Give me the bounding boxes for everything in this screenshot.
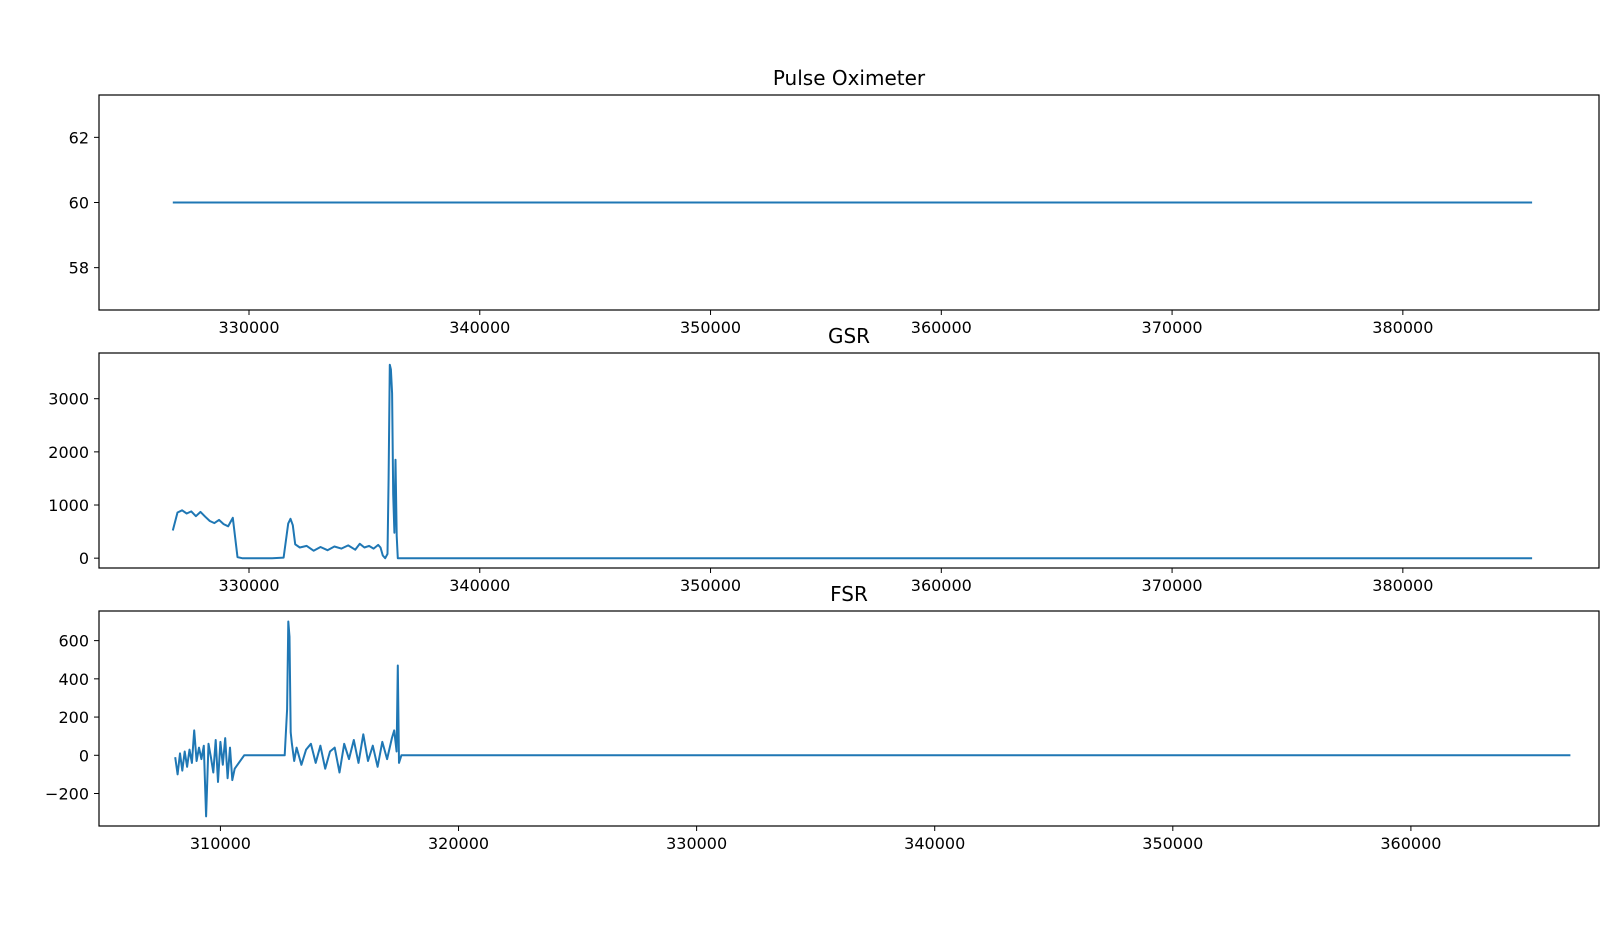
x-tick-label: 360000: [911, 576, 972, 595]
plot-line-layer: [174, 620, 1571, 818]
x-axis: 310000 320000 330000 340000 350000 360000: [190, 826, 1441, 853]
x-tick-label: 380000: [1372, 318, 1433, 337]
x-tick-label: 360000: [1380, 834, 1441, 853]
x-tick-label: 330000: [666, 834, 727, 853]
x-tick-label: 340000: [449, 318, 510, 337]
x-tick-label: 370000: [1142, 576, 1203, 595]
x-tick-label: 350000: [680, 576, 741, 595]
y-axis: 0 1000 2000 3000: [48, 390, 99, 568]
y-tick-label: 200: [58, 708, 89, 727]
x-tick-label: 350000: [1142, 834, 1203, 853]
y-tick-label: 60: [69, 194, 89, 213]
y-tick-label: 600: [58, 632, 89, 651]
x-axis: 330000 340000 350000 360000 370000 380000: [218, 310, 1433, 337]
panel-title: Pulse Oximeter: [773, 66, 926, 90]
x-tick-label: 380000: [1372, 576, 1433, 595]
x-tick-label: 350000: [680, 318, 741, 337]
x-tick-label: 330000: [218, 576, 279, 595]
plot-frame: [98, 352, 1600, 569]
panel-gsr: GSR 330000 340000 350000 360000 370000 380000…: [48, 324, 1600, 595]
y-axis: −200 0 200 400 600: [45, 632, 99, 804]
x-tick-label: 330000: [218, 318, 279, 337]
x-tick-label: 370000: [1142, 318, 1203, 337]
x-tick-label: 310000: [190, 834, 251, 853]
y-tick-label: 1000: [48, 496, 89, 515]
x-tick-label: 360000: [911, 318, 972, 337]
y-tick-label: 2000: [48, 443, 89, 462]
panel-title: FSR: [830, 582, 868, 606]
panel-pulse-oximeter: Pulse Oximeter 330000 340000 350000 360000 3…: [69, 66, 1600, 337]
series-line: [174, 620, 1571, 818]
panel-title: GSR: [828, 324, 870, 348]
x-tick-label: 340000: [904, 834, 965, 853]
x-tick-label: 320000: [428, 834, 489, 853]
y-tick-label: 58: [69, 259, 89, 278]
plot-line-layer: [171, 363, 1533, 560]
y-tick-label: 400: [58, 670, 89, 689]
plot-frame: [98, 610, 1600, 827]
x-axis: 330000 340000 350000 360000 370000 380000: [218, 568, 1433, 595]
y-tick-label: 3000: [48, 390, 89, 409]
y-axis: 58 60 62: [69, 128, 99, 278]
series-line: [171, 363, 1533, 560]
y-tick-label: 0: [79, 746, 89, 765]
x-tick-label: 340000: [449, 576, 510, 595]
y-tick-label: −200: [45, 785, 89, 804]
y-tick-label: 62: [69, 128, 89, 147]
y-tick-label: 0: [79, 549, 89, 568]
panel-fsr: FSR 310000 320000 330000 340000 350000 360000…: [45, 582, 1600, 853]
